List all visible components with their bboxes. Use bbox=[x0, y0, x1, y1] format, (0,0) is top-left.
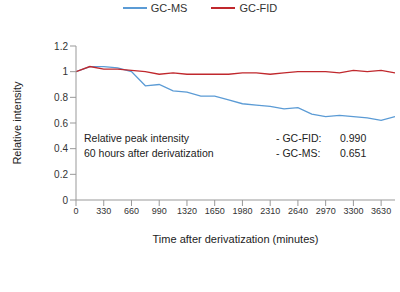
svg-text:3300: 3300 bbox=[343, 206, 363, 216]
svg-text:660: 660 bbox=[124, 206, 139, 216]
svg-text:0.2: 0.2 bbox=[54, 169, 68, 180]
svg-text:1980: 1980 bbox=[232, 206, 252, 216]
svg-text:0: 0 bbox=[73, 206, 78, 216]
svg-text:0.6: 0.6 bbox=[54, 118, 68, 129]
html-text:- GC-MS:: - GC-MS: bbox=[276, 147, 321, 159]
svg-text:330: 330 bbox=[96, 206, 111, 216]
svg-text:0.4: 0.4 bbox=[54, 143, 68, 154]
svg-text:Relative intensity: Relative intensity bbox=[11, 81, 23, 165]
svg-text:3630: 3630 bbox=[371, 206, 391, 216]
html-text:- GC-FID:: - GC-FID: bbox=[276, 132, 322, 144]
svg-text:2640: 2640 bbox=[288, 206, 308, 216]
html-text:GC-MS: GC-MS bbox=[150, 2, 188, 14]
html-text:0.651: 0.651 bbox=[340, 147, 367, 159]
svg-text:2310: 2310 bbox=[260, 206, 280, 216]
html-text:60 hours after derivatization: 60 hours after derivatization bbox=[84, 147, 214, 159]
svg-text:1.2: 1.2 bbox=[54, 41, 68, 52]
svg-text:1320: 1320 bbox=[177, 206, 197, 216]
svg-text:Time after derivatization (min: Time after derivatization (minutes) bbox=[153, 233, 319, 245]
html-text:0.990: 0.990 bbox=[340, 132, 367, 144]
svg-text:0.8: 0.8 bbox=[54, 92, 68, 103]
svg-text:990: 990 bbox=[152, 206, 167, 216]
svg-text:1: 1 bbox=[62, 66, 68, 77]
html-text:Relative peak intensity: Relative peak intensity bbox=[84, 132, 190, 144]
svg-text:1650: 1650 bbox=[205, 206, 225, 216]
html-text:GC-FID: GC-FID bbox=[239, 2, 278, 14]
svg-text:2970: 2970 bbox=[316, 206, 336, 216]
svg-text:0: 0 bbox=[62, 195, 68, 206]
